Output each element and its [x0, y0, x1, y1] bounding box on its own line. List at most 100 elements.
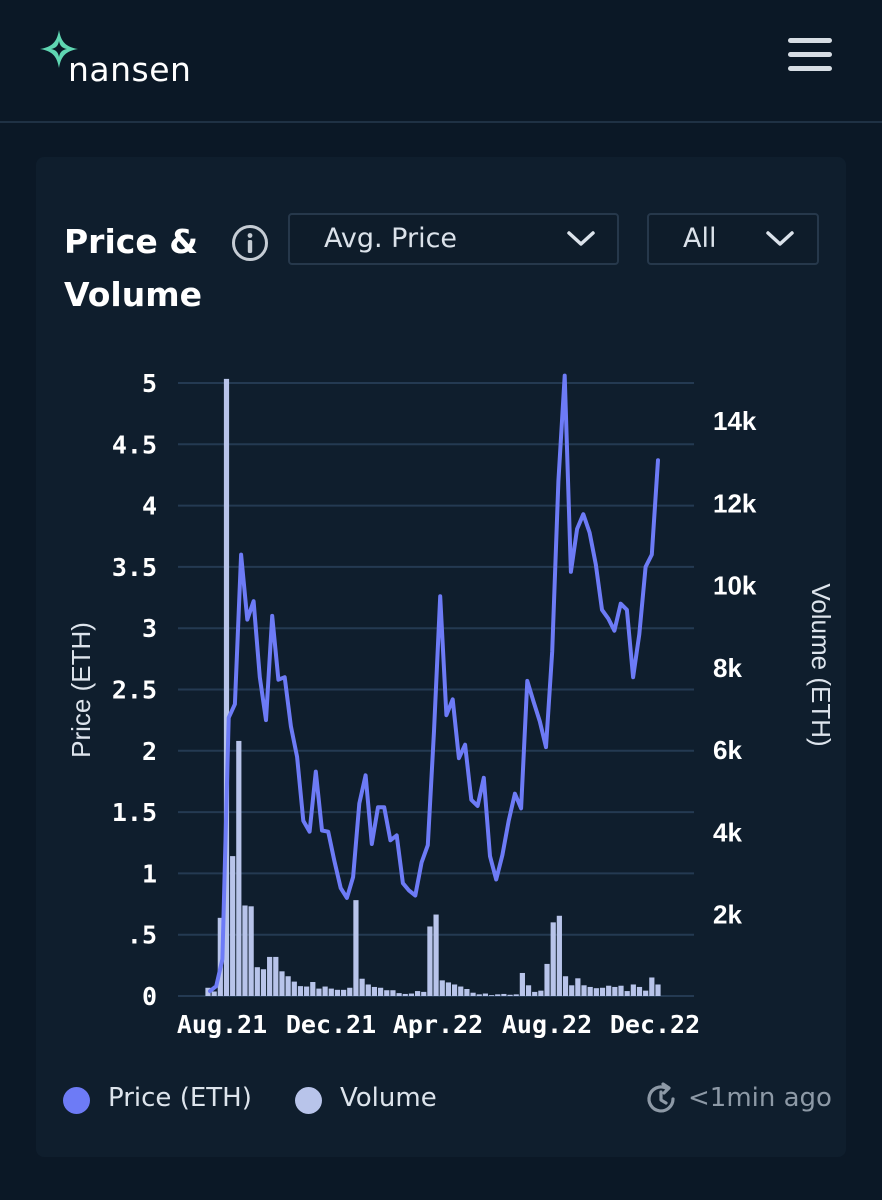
refresh-clock-icon[interactable]: [644, 1082, 678, 1116]
volume-bar: [427, 926, 433, 996]
right-tick-label: 10k: [713, 571, 757, 601]
volume-bar: [310, 982, 316, 996]
left-tick-label: 3: [142, 614, 157, 643]
volume-bar: [316, 988, 322, 996]
left-tick-label: 5: [142, 369, 157, 398]
left-tick-label: 4: [142, 492, 157, 521]
top-bar: nansen: [0, 0, 882, 122]
price-legend-label[interactable]: Price (ETH): [108, 1083, 252, 1113]
nansen-logo-icon: [40, 30, 78, 68]
volume-bar: [267, 956, 273, 996]
right-tick-label: 4k: [713, 817, 742, 847]
volume-bar: [384, 990, 390, 996]
volume-bar: [636, 986, 643, 996]
volume-bar: [341, 989, 347, 996]
volume-bar: [458, 986, 464, 996]
volume-bar: [501, 993, 507, 996]
volume-bar: [297, 986, 304, 996]
chevron-down-icon: [766, 231, 794, 246]
right-tick-label: 6k: [713, 735, 742, 765]
volume-legend-dot: [295, 1087, 322, 1114]
volume-bar: [304, 986, 310, 996]
left-tick-label: 1: [142, 859, 157, 888]
volume-bar: [470, 992, 476, 996]
volume-bar: [544, 963, 550, 996]
right-axis-label: Volume (ETH): [806, 583, 836, 746]
volume-bar: [606, 985, 612, 996]
volume-bar: [359, 978, 365, 996]
volume-bar: [532, 991, 538, 996]
volume-bar: [347, 987, 353, 996]
right-tick-label: 8k: [713, 653, 742, 683]
x-tick-label: Aug.22: [502, 1010, 592, 1039]
volume-bar: [396, 993, 402, 996]
volume-bar: [390, 990, 396, 996]
volume-legend-label[interactable]: Volume: [340, 1083, 437, 1113]
volume-bar: [248, 906, 254, 996]
hamburger-menu-icon[interactable]: [788, 38, 832, 72]
volume-bar: [550, 922, 556, 996]
range-dropdown[interactable]: All: [647, 213, 819, 265]
metric-dropdown[interactable]: Avg. Price: [288, 213, 619, 265]
volume-bar: [655, 984, 661, 996]
volume-bar: [643, 990, 649, 996]
volume-bar: [649, 977, 655, 996]
volume-bar: [217, 917, 223, 996]
left-tick-label: 3.5: [112, 553, 157, 582]
volume-bar: [230, 856, 236, 996]
volume-bar: [556, 915, 562, 996]
volume-bar: [630, 984, 636, 996]
volume-bar: [242, 905, 248, 996]
volume-bar: [378, 987, 384, 996]
volume-bar: [402, 993, 408, 996]
left-axis-ticks: 54.543.532.521.51.50: [112, 369, 157, 1011]
volume-bars: [205, 378, 661, 997]
volume-bar: [587, 986, 593, 996]
volume-bar: [439, 980, 445, 996]
volume-bar: [322, 986, 328, 996]
volume-bar: [223, 378, 230, 997]
right-axis-ticks: 14k 12k 10k 8k 6k 4k 2k: [713, 406, 757, 930]
volume-bar: [624, 991, 630, 996]
volume-bar: [236, 740, 242, 996]
volume-bar: [519, 972, 525, 996]
volume-bar: [334, 989, 341, 996]
volume-bar: [513, 994, 519, 996]
volume-bar: [445, 982, 452, 996]
left-axis-label: Price (ETH): [66, 622, 96, 758]
x-tick-label: Dec.21: [286, 1010, 376, 1039]
volume-bar: [285, 976, 291, 996]
x-tick-label: Dec.22: [610, 1010, 700, 1039]
brand-name: nansen: [68, 50, 192, 89]
volume-bar: [353, 900, 359, 996]
volume-bar: [593, 988, 599, 996]
left-tick-label: 2.5: [112, 676, 157, 705]
left-tick-label: 0: [142, 982, 157, 1011]
volume-bar: [279, 971, 285, 996]
volume-bar: [211, 991, 217, 996]
volume-bar: [328, 988, 334, 996]
volume-bar: [581, 985, 587, 996]
header-divider: [0, 121, 882, 123]
left-tick-label: 1.5: [112, 798, 157, 827]
right-tick-label: 12k: [713, 488, 757, 518]
volume-bar: [421, 991, 427, 996]
price-line: [208, 373, 660, 994]
volume-bar: [569, 985, 575, 996]
x-tick-label: Aug.21: [177, 1010, 267, 1039]
volume-bar: [495, 994, 501, 996]
volume-bar: [254, 967, 260, 996]
volume-bar: [575, 978, 581, 996]
volume-bar: [612, 986, 618, 996]
x-axis-ticks: Aug.21 Dec.21 Apr.22 Aug.22 Dec.22: [177, 1010, 700, 1039]
volume-bar: [562, 976, 569, 996]
last-updated-label: <1min ago: [688, 1083, 832, 1113]
volume-bar: [414, 991, 421, 996]
metric-dropdown-value: Avg. Price: [324, 223, 458, 254]
volume-bar: [464, 989, 470, 996]
left-tick-label: 2: [142, 737, 157, 766]
volume-bar: [451, 984, 458, 996]
volume-bar: [408, 993, 415, 996]
info-icon[interactable]: [231, 224, 269, 262]
